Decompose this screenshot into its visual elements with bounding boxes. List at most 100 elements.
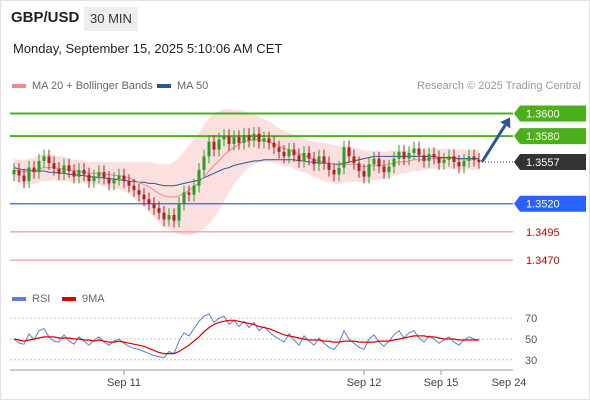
- rsi-tick-30: 30: [525, 355, 537, 367]
- candle: [92, 169, 96, 188]
- candle: [382, 159, 386, 179]
- candle: [327, 156, 331, 177]
- candle: [242, 128, 246, 150]
- legend-ma50: MA 50: [157, 80, 208, 92]
- candle: [82, 163, 86, 182]
- level-tag-text: 1.3600: [526, 109, 560, 121]
- time-tick-label: Sep 24: [492, 377, 527, 389]
- candle: [42, 149, 46, 168]
- candle: [427, 147, 431, 168]
- legend-swatch-rsi: [12, 297, 26, 301]
- candle-body: [267, 138, 271, 143]
- candle-body: [347, 147, 351, 157]
- candle: [127, 174, 131, 193]
- candle: [197, 163, 201, 193]
- candle: [317, 149, 321, 172]
- candle: [452, 149, 456, 169]
- candle-body: [277, 147, 281, 152]
- legend-label-9ma: 9MA: [82, 293, 105, 305]
- candle-body: [87, 174, 91, 182]
- candle: [212, 134, 216, 157]
- legend-label-ma50: MA 50: [177, 80, 209, 92]
- candle: [477, 152, 481, 169]
- candle: [157, 201, 161, 220]
- candle: [292, 142, 296, 163]
- candle-body: [47, 156, 51, 164]
- candle-body: [202, 156, 206, 170]
- candle: [337, 160, 341, 182]
- candle: [122, 168, 126, 188]
- candle: [312, 151, 316, 172]
- rsi-tick-70: 70: [525, 313, 537, 325]
- candle-body: [427, 154, 431, 161]
- forecast-arrow-head: [500, 117, 511, 129]
- forecast-arrow-shaft: [480, 124, 507, 163]
- candle: [202, 149, 206, 177]
- candle-body: [212, 141, 216, 150]
- candle: [297, 148, 301, 168]
- candle-body: [132, 185, 136, 191]
- candle-body: [227, 136, 231, 144]
- timeframe-button[interactable]: 30 MIN: [84, 7, 138, 31]
- candle: [187, 185, 191, 202]
- candle-body: [272, 142, 276, 148]
- candle-body: [357, 163, 361, 172]
- candle: [97, 165, 101, 184]
- candle-body: [237, 137, 241, 143]
- candle: [112, 172, 116, 191]
- candle-body: [157, 208, 161, 213]
- time-tick-label: Sep 12: [347, 377, 382, 389]
- candle-body: [412, 148, 416, 153]
- candle-body: [477, 159, 481, 163]
- candle-body: [57, 168, 61, 174]
- timestamp: Monday, September 15, 2025 5:10:06 AM CE…: [13, 41, 283, 56]
- candle-body: [382, 166, 386, 173]
- candle-body: [167, 214, 171, 220]
- candle-body: [327, 163, 331, 170]
- candle: [47, 149, 51, 170]
- candle: [352, 149, 356, 170]
- candle: [457, 155, 461, 174]
- candle-body: [257, 133, 261, 142]
- candle: [377, 151, 381, 174]
- candle: [372, 151, 376, 172]
- legend-swatch-9ma: [62, 297, 76, 301]
- time-tick-label: Sep 15: [424, 377, 459, 389]
- candle-body: [27, 167, 31, 182]
- candle-body: [222, 136, 226, 140]
- candle-body: [307, 152, 311, 159]
- rsi-tick-50: 50: [525, 334, 537, 346]
- candle: [412, 141, 416, 160]
- candle: [72, 164, 76, 184]
- candle-body: [317, 156, 321, 165]
- candle: [362, 164, 366, 184]
- candle: [247, 128, 251, 148]
- candle-body: [162, 212, 166, 220]
- candle-body: [437, 157, 441, 164]
- candle: [52, 156, 56, 176]
- candle: [392, 151, 396, 174]
- candle: [432, 147, 436, 165]
- candle-body: [472, 156, 476, 160]
- candle: [262, 131, 266, 149]
- candle: [192, 178, 196, 202]
- candle: [462, 154, 466, 174]
- candle-body: [377, 158, 381, 167]
- candle-body: [462, 160, 466, 167]
- candle-body: [152, 203, 156, 209]
- candle-body: [77, 169, 81, 177]
- candle: [62, 158, 66, 181]
- candle: [322, 149, 326, 170]
- candle: [67, 158, 71, 178]
- candle-body: [197, 169, 201, 186]
- candle: [217, 132, 221, 157]
- candle: [397, 145, 401, 166]
- candle-body: [457, 162, 461, 167]
- symbol-title: GBP/USD: [11, 9, 80, 26]
- candle-body: [117, 175, 121, 179]
- candle: [27, 160, 31, 188]
- level-label-1.3495: 1.3495: [526, 227, 560, 239]
- candle-body: [127, 181, 131, 186]
- candle-body: [422, 155, 426, 161]
